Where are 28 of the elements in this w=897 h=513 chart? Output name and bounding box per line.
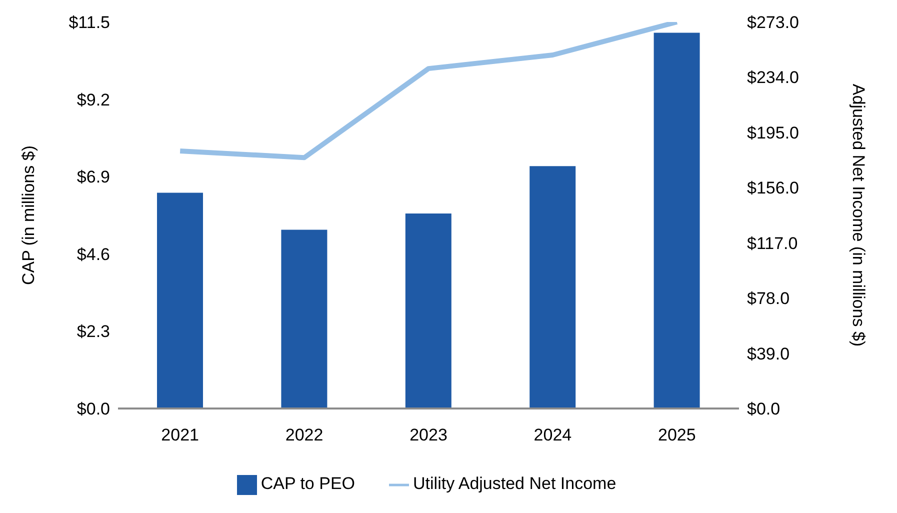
- y-tick-label: $9.2: [76, 90, 110, 110]
- legend-label: Utility Adjusted Net Income: [413, 474, 616, 494]
- y2-tick-label: $156.0: [747, 178, 799, 198]
- y-tick-label: $0.0: [76, 400, 110, 419]
- x-tick-label: 2025: [658, 426, 696, 445]
- bar: [530, 166, 576, 408]
- bar: [281, 230, 328, 408]
- y2-tick-label: $78.0: [747, 289, 790, 308]
- bar: [157, 192, 203, 408]
- y-tick-label: $6.9: [76, 168, 110, 187]
- legend-label: CAP to PEO: [260, 474, 356, 494]
- x-tick-label: 2024: [534, 426, 572, 445]
- y-tick-label: $2.3: [76, 322, 110, 342]
- y2-tick-label: $273.0: [747, 13, 799, 32]
- y-axis-title: CAP (in millions $): [19, 145, 38, 285]
- x-tick-label: 2021: [161, 426, 200, 445]
- x-tick-label: 2023: [410, 426, 448, 445]
- y2-axis-title: Adjusted Net Income (in millions $): [848, 84, 868, 347]
- y2-tick-label: $0.0: [747, 400, 780, 419]
- x-tick-label: 2022: [285, 426, 324, 445]
- y2-tick-label: $39.0: [747, 344, 790, 364]
- y2-tick-label: $195.0: [747, 123, 799, 142]
- bar: [405, 214, 452, 408]
- bar: [654, 32, 700, 408]
- y2-tick-label: $117.0: [747, 234, 798, 253]
- y2-tick-label: $234.0: [747, 68, 799, 88]
- y-tick-label: $11.5: [68, 13, 110, 32]
- y-tick-label: $4.6: [76, 244, 110, 264]
